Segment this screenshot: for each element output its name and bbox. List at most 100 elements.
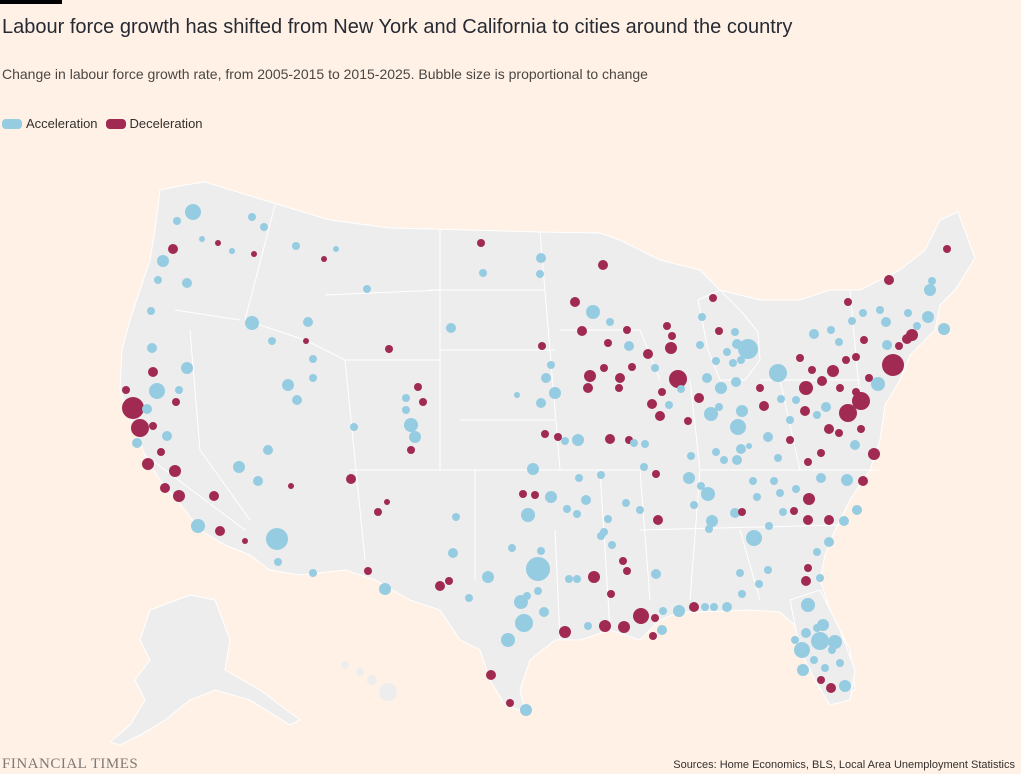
bubble-acceleration <box>715 403 723 411</box>
bubble-deceleration <box>364 567 372 575</box>
bubble-acceleration <box>881 317 891 327</box>
bubble-deceleration <box>215 240 221 246</box>
bubble-acceleration <box>813 411 821 419</box>
legend-swatch-acceleration <box>2 118 22 129</box>
bubble-acceleration <box>723 348 731 356</box>
bubble-deceleration <box>169 465 181 477</box>
bubble-acceleration <box>811 632 829 650</box>
bubble-deceleration <box>173 490 185 502</box>
bubble-acceleration <box>777 395 785 403</box>
bubble-acceleration <box>181 362 193 374</box>
bubble-deceleration <box>689 602 699 612</box>
bubble-acceleration <box>871 377 885 391</box>
bubble-deceleration <box>577 326 587 336</box>
bubble-acceleration <box>677 385 685 393</box>
bubble-acceleration <box>515 614 533 632</box>
bubble-acceleration <box>763 432 773 442</box>
bubble-acceleration <box>586 305 600 319</box>
bubble-acceleration <box>712 357 720 365</box>
bubble-acceleration <box>597 532 605 540</box>
bubble-acceleration <box>701 603 709 611</box>
bubble-acceleration <box>850 440 860 450</box>
bubble-deceleration <box>803 515 813 525</box>
bubble-deceleration <box>684 417 692 425</box>
bubble-acceleration <box>446 323 456 333</box>
bubble-deceleration <box>599 620 611 632</box>
bubble-acceleration <box>191 519 205 533</box>
bubble-deceleration <box>215 526 225 536</box>
bubble-deceleration <box>817 676 825 684</box>
bubble-deceleration <box>618 621 630 633</box>
bubble-deceleration <box>303 338 309 344</box>
bubble-deceleration <box>559 626 571 638</box>
bubble-deceleration <box>385 345 393 353</box>
bubble-deceleration <box>857 425 865 433</box>
bubble-deceleration <box>694 393 704 403</box>
top-rule <box>0 0 62 4</box>
bubble-acceleration <box>622 499 630 507</box>
bubble-deceleration <box>419 398 427 406</box>
bubble-acceleration <box>584 622 592 630</box>
bubble-acceleration <box>260 223 268 231</box>
bubble-acceleration <box>545 491 557 503</box>
bubble-acceleration <box>801 628 811 638</box>
bubble-acceleration <box>479 269 487 277</box>
bubble-deceleration <box>486 670 496 680</box>
bubble-deceleration <box>588 571 600 583</box>
bubble-deceleration <box>759 401 769 411</box>
bubble-acceleration <box>774 454 782 462</box>
bubble-deceleration <box>531 491 539 499</box>
bubble-acceleration <box>665 401 673 409</box>
bubble-deceleration <box>668 332 676 340</box>
bubble-deceleration <box>251 251 257 257</box>
bubble-acceleration <box>282 379 294 391</box>
bubble-deceleration <box>817 449 825 457</box>
bubble-acceleration <box>770 477 778 485</box>
bubble-acceleration <box>809 329 819 339</box>
bubble-deceleration <box>796 354 804 362</box>
bubble-deceleration <box>633 608 649 624</box>
bubble-acceleration <box>841 474 853 486</box>
bubble-deceleration <box>756 384 764 392</box>
bubble-acceleration <box>333 246 339 252</box>
bubble-deceleration <box>852 392 870 410</box>
bubble-deceleration <box>884 275 894 285</box>
city-bubbles <box>122 204 951 716</box>
bubble-acceleration <box>175 386 183 394</box>
bubble-acceleration <box>263 445 273 455</box>
bubble-deceleration <box>824 424 834 434</box>
bubble-acceleration <box>157 255 169 267</box>
bubble-acceleration <box>132 438 142 448</box>
bubble-acceleration <box>738 590 746 598</box>
bubble-acceleration <box>526 557 550 581</box>
bubble-acceleration <box>698 313 706 321</box>
bubble-acceleration <box>561 437 569 445</box>
bubble-deceleration <box>477 239 485 247</box>
bubble-acceleration <box>828 646 836 654</box>
bubble-acceleration <box>573 510 581 518</box>
bubble-acceleration <box>848 317 856 325</box>
bubble-deceleration <box>842 356 850 364</box>
bubble-deceleration <box>817 376 827 386</box>
bubble-acceleration <box>729 359 737 367</box>
chart-subtitle: Change in labour force growth rate, from… <box>2 66 648 82</box>
bubble-acceleration <box>229 248 235 254</box>
bubble-deceleration <box>669 370 687 388</box>
bubble-acceleration <box>821 664 829 672</box>
bubble-acceleration <box>274 558 282 566</box>
bubble-deceleration <box>172 398 180 406</box>
bubble-acceleration <box>824 537 834 547</box>
bubble-deceleration <box>615 373 625 383</box>
bubble-deceleration <box>943 245 951 253</box>
bubble-deceleration <box>799 381 813 395</box>
bubble-acceleration <box>624 341 634 351</box>
bubble-deceleration <box>157 448 165 456</box>
bubble-deceleration <box>824 515 834 525</box>
bubble-acceleration <box>292 395 302 405</box>
bubble-acceleration <box>536 253 546 263</box>
bubble-deceleration <box>374 508 382 516</box>
bubble-deceleration <box>519 490 527 498</box>
bubble-deceleration <box>804 564 812 572</box>
bubble-acceleration <box>705 525 713 533</box>
bubble-acceleration <box>549 387 561 399</box>
